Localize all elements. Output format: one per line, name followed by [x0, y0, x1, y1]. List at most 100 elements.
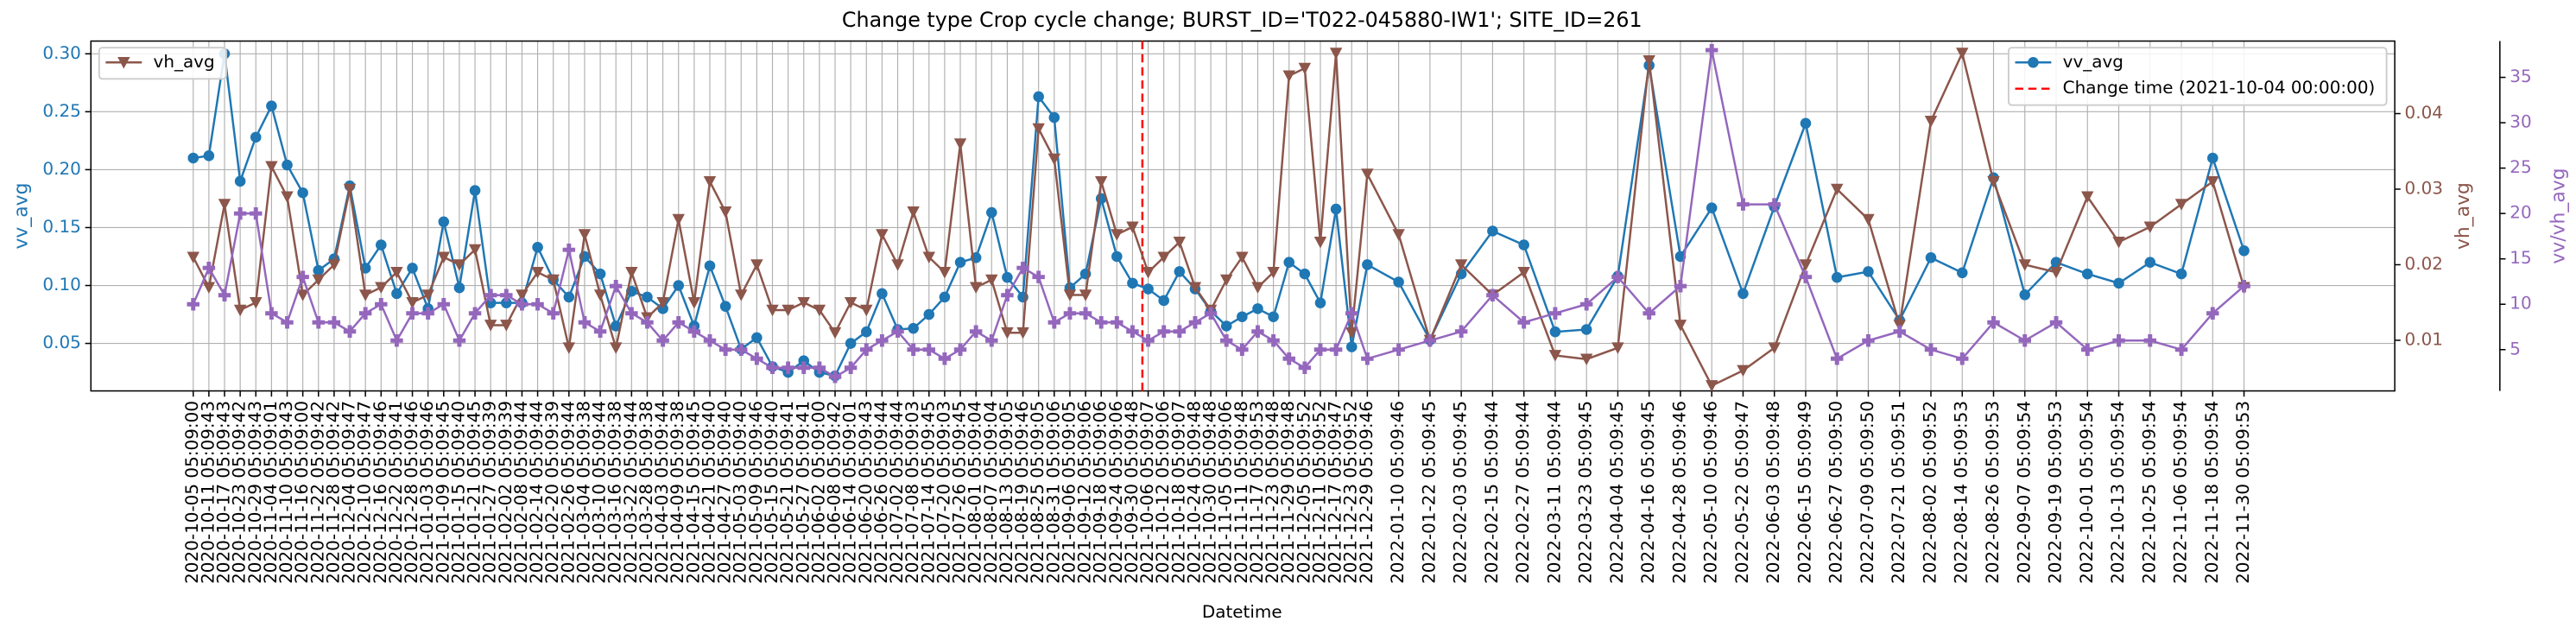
x-tick-label: 2021-05-09 05:09:46 [745, 401, 766, 584]
point [1173, 236, 1187, 249]
point [1799, 270, 1813, 283]
y-tick-label: 0.10 [42, 274, 80, 295]
point [798, 355, 810, 366]
point [516, 289, 528, 301]
y-tick-label: 15 [2510, 247, 2531, 268]
plot-frame [90, 40, 2396, 392]
point [828, 371, 842, 384]
y-tick-label: 30 [2510, 111, 2531, 132]
x-tick-label: 2022-08-14 05:09:53 [1951, 401, 1972, 584]
point [750, 352, 763, 365]
point [1188, 316, 1202, 329]
point [1314, 297, 1326, 308]
point [1454, 259, 1468, 271]
point [406, 307, 419, 320]
point [484, 297, 497, 308]
x-tick-label: 2021-09-30 05:09:48 [1121, 401, 1142, 584]
x-tick-label: 2022-10-01 05:09:54 [2076, 401, 2097, 584]
point [609, 279, 623, 293]
point [766, 304, 779, 317]
point [1548, 350, 1562, 362]
x-tick-label: 2021-05-21 05:09:41 [776, 401, 797, 584]
point [1329, 343, 1343, 356]
legend: vh_avg [98, 47, 227, 80]
point [1032, 270, 1045, 283]
point [938, 352, 952, 365]
x-tick-label: 2022-05-10 05:09:46 [1700, 401, 1721, 584]
x-tick-label: 2021-08-01 05:09:04 [965, 401, 985, 584]
point [1830, 183, 1844, 196]
point [233, 206, 247, 220]
point [938, 266, 952, 279]
x-tick-label: 2021-06-02 05:09:00 [807, 401, 828, 584]
point [501, 297, 512, 308]
point [1001, 327, 1014, 339]
point [642, 291, 653, 303]
point [1252, 303, 1263, 314]
point [704, 260, 716, 271]
legend-box [2007, 47, 2388, 106]
x-tick-label: 2020-10-11 05:09:43 [197, 401, 218, 584]
point [1079, 289, 1092, 301]
point [845, 338, 857, 349]
point [1863, 266, 1874, 277]
point [687, 325, 701, 338]
point [718, 206, 732, 219]
point [421, 307, 434, 320]
legend-label: vh_avg [154, 51, 215, 72]
y-tick-label: 0.15 [42, 216, 80, 237]
point [703, 175, 717, 188]
point [1956, 267, 1968, 279]
point [1126, 325, 1139, 338]
point [376, 239, 387, 250]
point [1674, 279, 1687, 293]
point [1518, 239, 1529, 250]
point [1251, 325, 1264, 338]
point [1142, 266, 1155, 279]
x-tick-label: 2021-09-18 05:09:06 [1090, 401, 1111, 584]
x-tick-label: 2021-10-24 05:09:48 [1183, 401, 1204, 584]
point [233, 304, 247, 317]
point [1893, 325, 1906, 338]
point [1267, 334, 1280, 347]
point [1611, 270, 1624, 283]
point [265, 307, 278, 320]
point [797, 361, 810, 375]
point [782, 361, 794, 375]
point [218, 288, 231, 301]
point [1830, 352, 1844, 365]
x-tick-label: 2021-01-15 05:09:40 [447, 401, 468, 584]
x-tick-label: 2020-11-10 05:09:43 [275, 401, 296, 584]
point [327, 316, 341, 329]
point [1142, 283, 1154, 295]
x-tick-label: 2021-03-28 05:09:38 [636, 401, 656, 584]
point [1862, 213, 1875, 226]
x-tick-label: 2021-07-08 05:09:03 [902, 401, 922, 584]
legend-item: vv_avg [2015, 51, 2123, 72]
legend-item: vh_avg [105, 51, 215, 72]
point [1282, 352, 1295, 365]
x-tick-label: 2021-07-14 05:09:45 [917, 401, 938, 584]
point [563, 291, 575, 303]
point [735, 343, 748, 356]
y-axis-label: vh_avg [2453, 182, 2474, 250]
point [1705, 380, 1718, 392]
y-tick-label: 0.02 [2405, 253, 2443, 274]
point [281, 191, 294, 203]
x-tick-label: 2021-05-03 05:09:40 [730, 401, 750, 584]
x-tick-label: 2021-09-12 05:09:06 [1074, 401, 1095, 584]
point [327, 259, 341, 271]
point [2081, 268, 2093, 280]
point [1862, 334, 1875, 347]
x-tick-label: 2022-02-03 05:09:45 [1450, 401, 1471, 584]
point [2144, 257, 2156, 268]
x-tick-label: 2021-03-04 05:09:38 [573, 401, 593, 584]
point [1580, 324, 1592, 335]
x-tick-label: 2021-04-27 05:09:40 [714, 401, 735, 584]
point [1126, 221, 1139, 233]
point [750, 259, 763, 271]
point [1345, 341, 1358, 352]
x-tick-label: 2020-11-04 05:09:01 [260, 401, 281, 584]
point [1329, 48, 1343, 60]
point [1924, 115, 1938, 128]
